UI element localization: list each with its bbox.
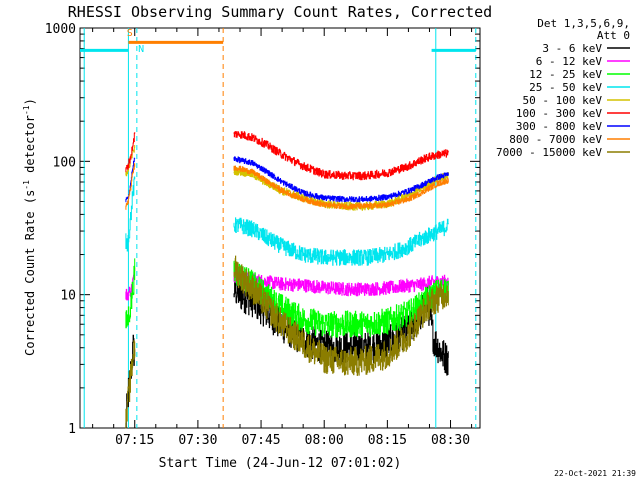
- series-line-pre: [125, 176, 136, 252]
- x-tick-label: 07:15: [115, 433, 154, 448]
- legend-label: 300 - 800 keV: [516, 120, 602, 133]
- y-axis-label-mid: detector: [23, 115, 37, 180]
- y-tick-label: 100: [53, 155, 76, 170]
- y-tick-label: 10: [60, 289, 76, 304]
- series-line-pre: [125, 340, 136, 429]
- x-tick-label: 07:45: [241, 433, 280, 448]
- flag-n: N: [138, 44, 144, 55]
- series-12-25kev: [125, 258, 449, 338]
- series-line-post: [233, 271, 449, 297]
- series-300-800kev: [125, 156, 449, 203]
- y-tick-label: 1000: [45, 22, 76, 37]
- plot-area: 1 10 100 1000 07:15 07:30 07:45 08:00 08:15 08:30…: [45, 22, 481, 448]
- chart-title: RHESSI Observing Summary Count Rates, Co…: [68, 3, 492, 21]
- legend-label: 50 - 100 keV: [523, 94, 603, 107]
- series-line-pre: [125, 258, 136, 329]
- series-6-12kev: [125, 267, 449, 301]
- x-tick-label: 08:30: [431, 433, 470, 448]
- generation-timestamp: 22-Oct-2021 21:39: [554, 469, 636, 478]
- series-7000-15000kev: [125, 255, 449, 429]
- series-100-300kev: [125, 131, 449, 181]
- series-line-post: [233, 255, 449, 376]
- legend-label: 100 - 300 keV: [516, 107, 602, 120]
- legend-label: 25 - 50 keV: [529, 81, 602, 94]
- flag-s: S: [127, 28, 133, 39]
- y-axis-label-sup2: -1: [22, 105, 31, 115]
- x-tick-label: 07:30: [178, 433, 217, 448]
- x-tick-label: 08:00: [305, 433, 344, 448]
- legend-label: 800 - 7000 keV: [509, 133, 602, 146]
- series-line-pre: [125, 132, 136, 173]
- legend-label: 6 - 12 keV: [536, 55, 603, 68]
- legend-label: 12 - 25 keV: [529, 68, 602, 81]
- series-3-6kev: [125, 275, 449, 429]
- series-line-pre: [125, 267, 136, 301]
- y-tick-label: 1: [68, 422, 76, 437]
- series-25-50kev: [125, 176, 449, 266]
- y-axis-label-main: Corrected Count Rate (s: [23, 190, 37, 356]
- series-line-post: [233, 260, 449, 338]
- series-800-7000kev: [125, 163, 449, 210]
- legend-header-attenuator: Att 0: [597, 29, 630, 42]
- legend-label: 3 - 6 keV: [542, 42, 602, 55]
- legend-header-detectors: Det 1,3,5,6,9,: [537, 17, 630, 30]
- series-line-post: [233, 131, 449, 181]
- series-line-post: [233, 156, 449, 203]
- series-line-post: [233, 217, 449, 266]
- series-line-pre: [125, 157, 136, 203]
- legend-label: 7000 - 15000 keV: [496, 146, 602, 159]
- y-axis-label: Corrected Count Rate (s-1 detector-1): [22, 98, 37, 356]
- plot-frame: [79, 27, 481, 429]
- y-axis-label-sup1: -1: [22, 180, 31, 190]
- x-tick-label: 08:15: [368, 433, 407, 448]
- series-line-post: [233, 165, 449, 210]
- series-line-pre: [125, 163, 136, 210]
- x-axis-label: Start Time (24-Jun-12 07:01:02): [159, 456, 402, 471]
- y-axis-label-end: ): [23, 98, 37, 105]
